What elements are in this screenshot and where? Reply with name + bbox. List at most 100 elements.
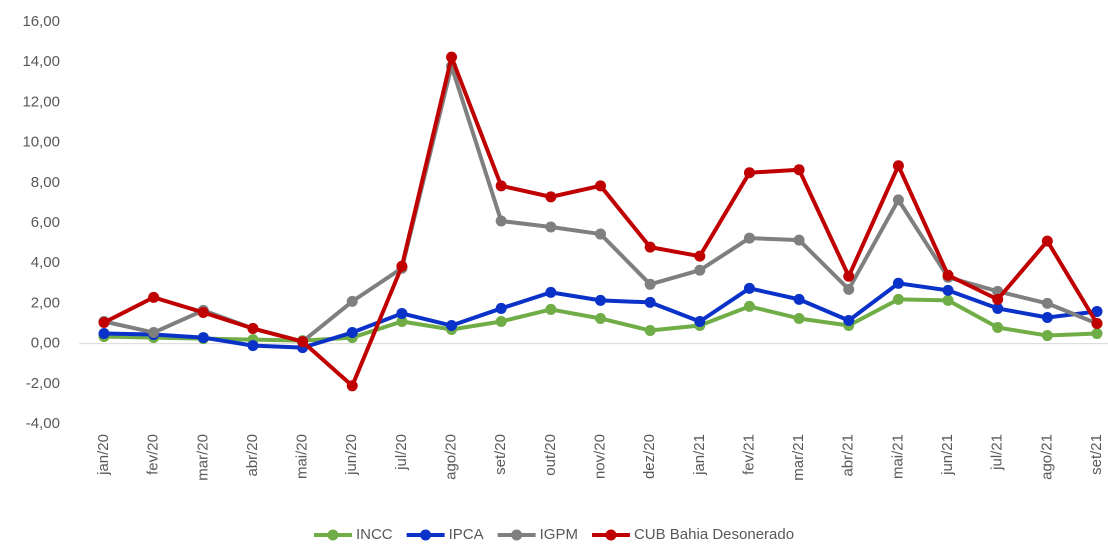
data-point <box>446 320 458 332</box>
x-tick-label: dez/20 <box>641 434 658 479</box>
data-point <box>694 315 706 327</box>
y-tick-label: -4,00 <box>26 415 60 432</box>
data-point <box>892 194 904 206</box>
data-point <box>644 296 656 308</box>
data-point <box>892 277 904 289</box>
x-tick-label: jan/20 <box>95 434 112 476</box>
data-point <box>197 306 209 318</box>
x-tick-label: abr/21 <box>840 434 857 477</box>
data-point <box>98 328 110 340</box>
data-point <box>644 325 656 337</box>
x-tick-label: abr/20 <box>244 434 261 477</box>
data-point <box>297 336 309 348</box>
data-point <box>247 340 259 352</box>
x-tick-label: ago/20 <box>443 434 460 480</box>
data-point <box>1091 318 1103 329</box>
data-point <box>148 291 160 303</box>
legend-marker <box>605 529 617 541</box>
x-tick-label: jun/20 <box>343 434 360 476</box>
data-point <box>942 294 954 306</box>
data-point <box>892 293 904 305</box>
data-point <box>743 232 755 244</box>
data-point <box>545 191 557 203</box>
data-point <box>992 322 1004 334</box>
y-tick-label: 2,00 <box>31 294 60 311</box>
data-point <box>396 315 408 327</box>
data-point <box>694 250 706 262</box>
data-point <box>942 269 954 281</box>
data-point <box>644 241 656 253</box>
data-point <box>346 295 358 307</box>
data-point <box>247 323 259 335</box>
data-point <box>595 228 606 240</box>
y-tick-label: 0,00 <box>31 335 60 352</box>
data-point <box>743 282 755 294</box>
data-point <box>545 221 557 233</box>
legend-marker <box>511 529 523 541</box>
legend-marker <box>327 529 339 541</box>
data-point <box>595 294 606 306</box>
x-tick-label: set/21 <box>1088 434 1105 475</box>
data-point <box>495 180 507 192</box>
x-tick-label: jul/20 <box>393 434 410 471</box>
y-tick-label: 6,00 <box>31 214 60 231</box>
data-point <box>545 303 557 315</box>
legend-marker <box>420 529 432 541</box>
data-point <box>892 160 904 172</box>
data-point <box>197 332 209 344</box>
data-point <box>1041 235 1053 247</box>
x-tick-label: fev/21 <box>740 434 757 475</box>
data-point <box>843 283 855 295</box>
x-tick-label: mai/21 <box>889 434 906 479</box>
x-tick-label: jul/21 <box>989 434 1006 471</box>
x-tick-label: ago/21 <box>1038 434 1055 480</box>
data-point <box>148 327 160 339</box>
data-point <box>743 300 755 312</box>
data-point <box>793 164 805 176</box>
data-point <box>1091 305 1103 317</box>
data-point <box>694 264 706 276</box>
y-tick-label: 10,00 <box>22 134 60 151</box>
legend-label: CUB Bahia Desonerado <box>634 526 794 543</box>
y-tick-label: -2,00 <box>26 375 60 392</box>
x-tick-label: fev/20 <box>145 434 162 475</box>
data-point <box>743 167 755 179</box>
y-tick-label: 12,00 <box>22 93 60 110</box>
data-point <box>843 314 855 326</box>
data-point <box>396 260 408 272</box>
data-point <box>1041 311 1053 323</box>
data-point <box>1091 328 1103 340</box>
data-point <box>495 215 507 227</box>
x-tick-label: mar/21 <box>790 434 807 481</box>
y-tick-label: 14,00 <box>22 53 60 70</box>
x-tick-label: out/20 <box>542 434 559 476</box>
data-point <box>446 51 458 63</box>
data-point <box>1041 297 1053 309</box>
x-tick-label: jun/21 <box>939 434 956 476</box>
data-point <box>644 278 656 290</box>
data-point <box>942 284 954 296</box>
data-point <box>595 180 606 192</box>
data-point <box>396 307 408 319</box>
legend-label: IGPM <box>540 526 578 543</box>
data-point <box>793 312 805 324</box>
data-point <box>992 302 1004 314</box>
data-point <box>843 270 855 282</box>
data-point <box>98 316 110 328</box>
data-point <box>495 315 507 327</box>
data-point <box>793 234 805 246</box>
data-point <box>793 293 805 305</box>
y-tick-label: 16,00 <box>22 13 60 30</box>
data-point <box>346 380 358 392</box>
data-point <box>346 327 358 339</box>
x-tick-label: set/20 <box>492 434 509 475</box>
x-tick-label: nov/20 <box>591 434 608 479</box>
y-tick-label: 4,00 <box>31 254 60 271</box>
data-point <box>545 286 557 298</box>
data-point <box>595 312 606 324</box>
y-tick-label: 8,00 <box>31 174 60 191</box>
legend-label: IPCA <box>449 526 484 543</box>
x-tick-label: jan/21 <box>691 434 708 476</box>
legend: INCC IPCA IGPM CUB Bahia Desonerado <box>313 526 794 543</box>
